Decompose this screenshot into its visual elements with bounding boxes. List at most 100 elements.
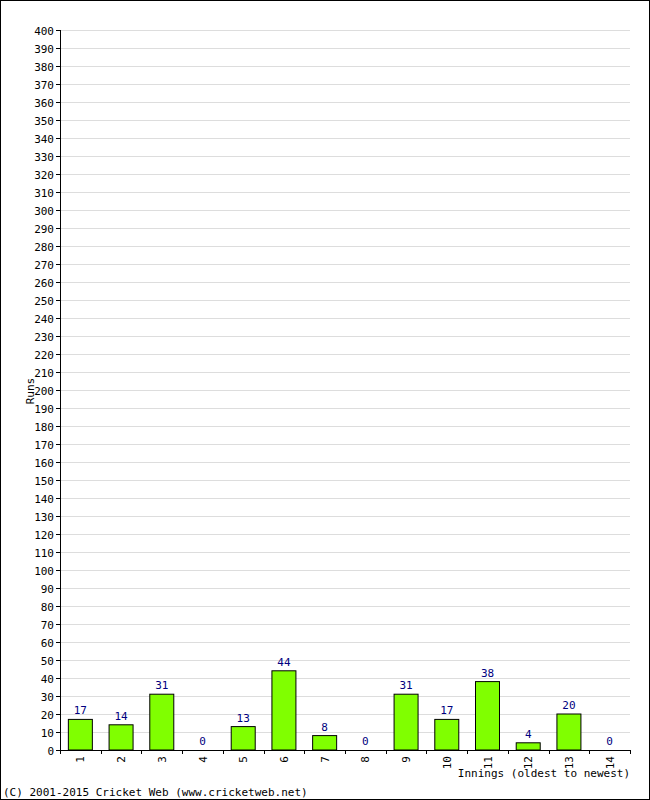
y-tick — [56, 642, 60, 643]
x-tick — [182, 750, 183, 754]
y-tick-label: 380 — [34, 61, 54, 74]
y-tick — [56, 138, 60, 139]
x-tick-label: 6 — [278, 756, 291, 763]
grid-line — [60, 696, 630, 697]
grid-line — [60, 570, 630, 571]
y-tick-label: 310 — [34, 187, 54, 200]
y-tick-label: 200 — [34, 385, 54, 398]
y-tick — [56, 480, 60, 481]
x-tick — [101, 750, 102, 754]
y-tick — [56, 588, 60, 589]
x-tick — [508, 750, 509, 754]
grid-line — [60, 732, 630, 733]
y-tick — [56, 516, 60, 517]
bar — [313, 736, 337, 750]
bar — [191, 750, 215, 751]
grid-line — [60, 660, 630, 661]
copyright: (C) 2001-2015 Cricket Web (www.cricketwe… — [3, 786, 308, 799]
grid-line — [60, 588, 630, 589]
y-tick — [56, 174, 60, 175]
y-tick-label: 340 — [34, 133, 54, 146]
data-label: 31 — [155, 679, 168, 692]
y-tick — [56, 624, 60, 625]
y-tick-label: 20 — [41, 709, 54, 722]
x-tick — [426, 750, 427, 754]
grid-line — [60, 120, 630, 121]
data-label: 17 — [440, 704, 453, 717]
x-tick — [304, 750, 305, 754]
data-label: 44 — [277, 656, 291, 669]
y-tick-label: 390 — [34, 43, 54, 56]
y-tick — [56, 354, 60, 355]
y-tick — [56, 750, 60, 751]
data-label: 17 — [74, 704, 87, 717]
y-tick-label: 150 — [34, 475, 54, 488]
grid-line — [60, 102, 630, 103]
grid-line — [60, 300, 630, 301]
data-label: 38 — [481, 667, 494, 680]
x-tick — [467, 750, 468, 754]
y-tick-label: 220 — [34, 349, 54, 362]
x-tick-label: 8 — [359, 756, 372, 763]
x-tick-label: 10 — [441, 756, 454, 769]
y-tick — [56, 264, 60, 265]
frame — [1, 1, 650, 800]
y-tick-label: 260 — [34, 277, 54, 290]
data-label: 8 — [321, 721, 328, 734]
grid-line — [60, 138, 630, 139]
y-tick — [56, 444, 60, 445]
grid-line — [60, 552, 630, 553]
grid-line — [60, 156, 630, 157]
y-tick-label: 60 — [41, 637, 54, 650]
y-tick — [56, 318, 60, 319]
y-tick-label: 140 — [34, 493, 54, 506]
grid-line — [60, 678, 630, 679]
x-tick — [141, 750, 142, 754]
y-tick-label: 250 — [34, 295, 54, 308]
data-label: 31 — [399, 679, 412, 692]
y-tick — [56, 372, 60, 373]
x-tick — [264, 750, 265, 754]
x-tick-label: 4 — [197, 756, 210, 763]
y-tick-label: 370 — [34, 79, 54, 92]
y-axis-title: Runs — [24, 378, 37, 405]
y-tick — [56, 462, 60, 463]
x-axis-title: Innings (oldest to newest) — [458, 767, 630, 780]
y-tick — [56, 660, 60, 661]
y-tick-label: 320 — [34, 169, 54, 182]
y-tick — [56, 66, 60, 67]
x-tick — [589, 750, 590, 754]
grid-line — [60, 48, 630, 49]
y-tick — [56, 48, 60, 49]
grid-line — [60, 84, 630, 85]
bar — [231, 727, 255, 750]
bar — [598, 750, 622, 751]
y-tick-label: 190 — [34, 403, 54, 416]
y-tick-label: 90 — [41, 583, 54, 596]
y-tick-label: 70 — [41, 619, 54, 632]
y-tick — [56, 210, 60, 211]
grid-line — [60, 462, 630, 463]
grid-line — [60, 480, 630, 481]
y-tick-label: 360 — [34, 97, 54, 110]
y-tick-label: 130 — [34, 511, 54, 524]
grid-line — [60, 210, 630, 211]
data-label: 14 — [114, 710, 128, 723]
y-tick — [56, 570, 60, 571]
y-tick-label: 110 — [34, 547, 54, 560]
bar — [476, 682, 500, 750]
grid-line — [60, 192, 630, 193]
y-tick — [56, 732, 60, 733]
y-tick — [56, 426, 60, 427]
data-label: 13 — [237, 712, 250, 725]
x-tick-label: 7 — [319, 756, 332, 763]
x-tick — [386, 750, 387, 754]
y-tick — [56, 282, 60, 283]
y-tick — [56, 498, 60, 499]
y-tick-label: 0 — [47, 745, 54, 758]
grid-line — [60, 498, 630, 499]
grid-line — [60, 354, 630, 355]
y-axis — [60, 30, 61, 750]
bar — [150, 694, 174, 750]
x-tick-label: 5 — [237, 756, 250, 763]
